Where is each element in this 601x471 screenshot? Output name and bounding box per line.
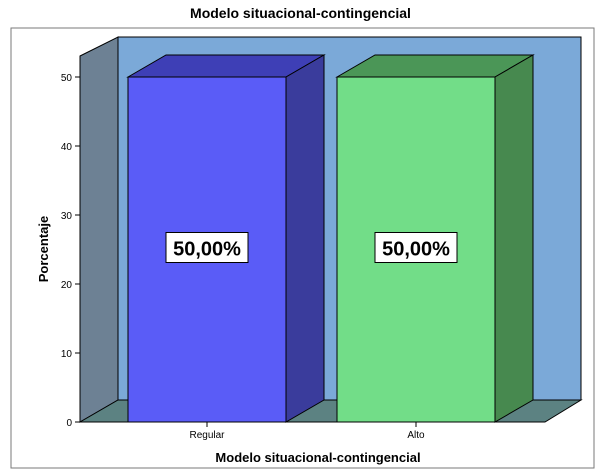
x-tick-label-0: Regular [189, 430, 225, 441]
data-label-box-0 [165, 232, 249, 263]
y-tick-label-5: 50 [61, 73, 73, 84]
data-label-0: 50,00% [173, 239, 241, 261]
x-axis-title: Modelo situacional-contingencial [215, 450, 420, 465]
y-tick-label-4: 40 [61, 142, 73, 153]
y-axis-title: Porcentaje [36, 216, 51, 282]
x-tick-label-1: Alto [407, 430, 425, 441]
bar-0-side [285, 54, 325, 423]
y-tick-label-0: 0 [66, 418, 72, 429]
y-tick-label-3: 30 [61, 211, 73, 222]
chart-title: Modelo situacional-contingencial [190, 5, 411, 21]
left-wall [79, 36, 119, 423]
data-label-box-1 [374, 232, 458, 263]
data-label-1: 50,00% [382, 239, 450, 261]
y-tick-label-2: 20 [61, 280, 73, 291]
y-tick-label-1: 10 [61, 349, 73, 360]
bar-1-side [494, 54, 534, 423]
